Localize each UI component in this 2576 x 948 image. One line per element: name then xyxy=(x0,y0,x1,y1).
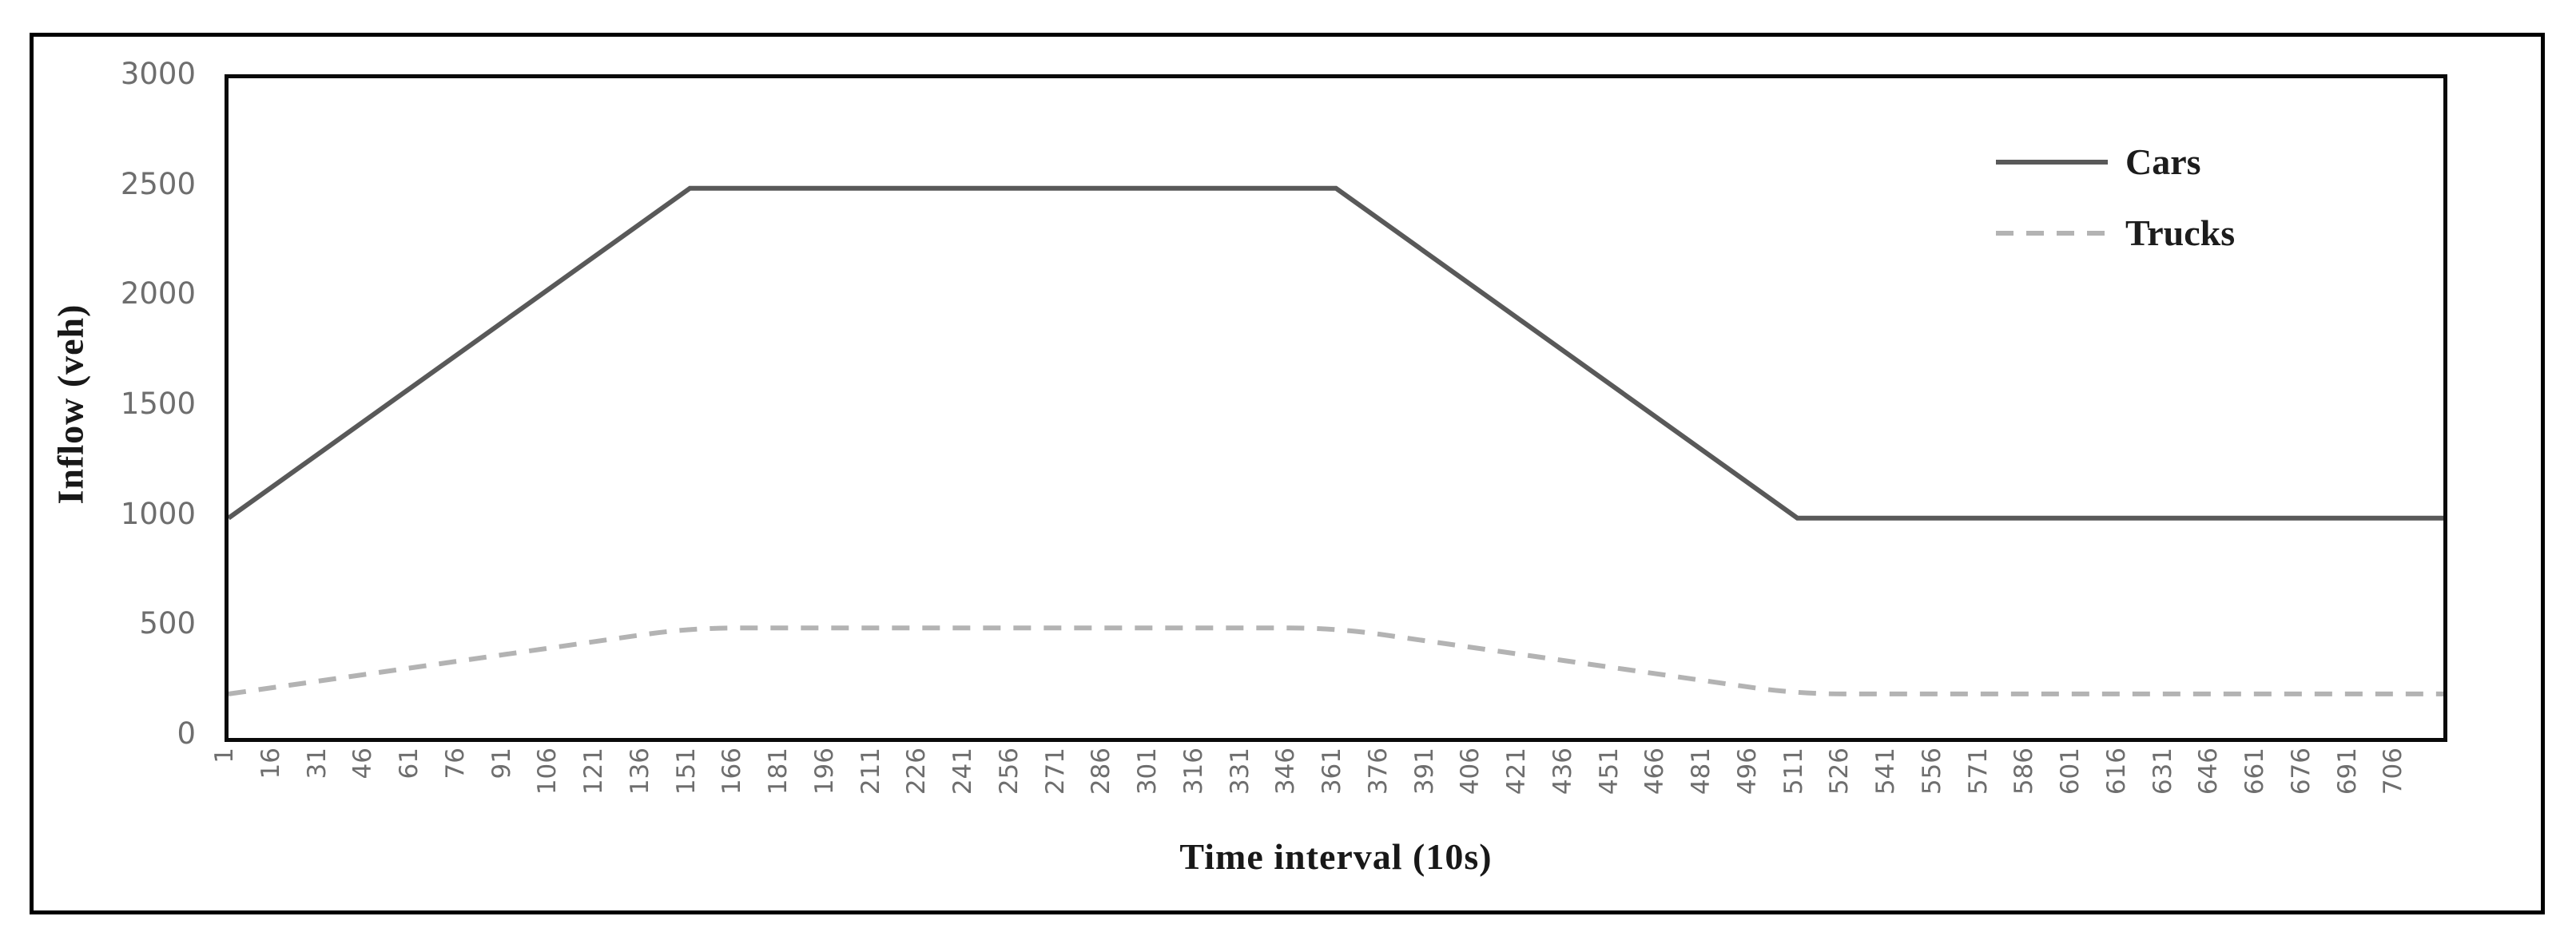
plot-area: Cars Trucks xyxy=(225,74,2447,742)
legend-label-trucks: Trucks xyxy=(2125,212,2236,253)
legend: Cars Trucks xyxy=(1996,126,2235,268)
y-tick-label: 500 xyxy=(139,606,196,641)
y-tick-label: 2500 xyxy=(120,166,196,201)
trucks-line xyxy=(229,625,2443,696)
cars-line-sample xyxy=(1996,159,2108,165)
y-tick-label: 1000 xyxy=(120,496,196,531)
y-tick-label: 1500 xyxy=(120,387,196,421)
chart-lines xyxy=(229,185,2443,696)
y-tick-label: 2000 xyxy=(120,276,196,311)
legend-label-cars: Cars xyxy=(2125,141,2201,182)
y-tick-label: 0 xyxy=(177,716,196,751)
x-axis-title: Time interval (10s) xyxy=(1179,836,1493,877)
y-tick-label: 3000 xyxy=(120,57,196,91)
cars-line xyxy=(229,185,2443,521)
legend-item-cars: Cars xyxy=(1996,126,2235,197)
legend-item-trucks: Trucks xyxy=(1996,197,2235,268)
trucks-line-sample xyxy=(1996,230,2108,236)
y-axis-tick-labels: 0 500 1000 1500 2000 2500 3000 xyxy=(0,0,196,948)
